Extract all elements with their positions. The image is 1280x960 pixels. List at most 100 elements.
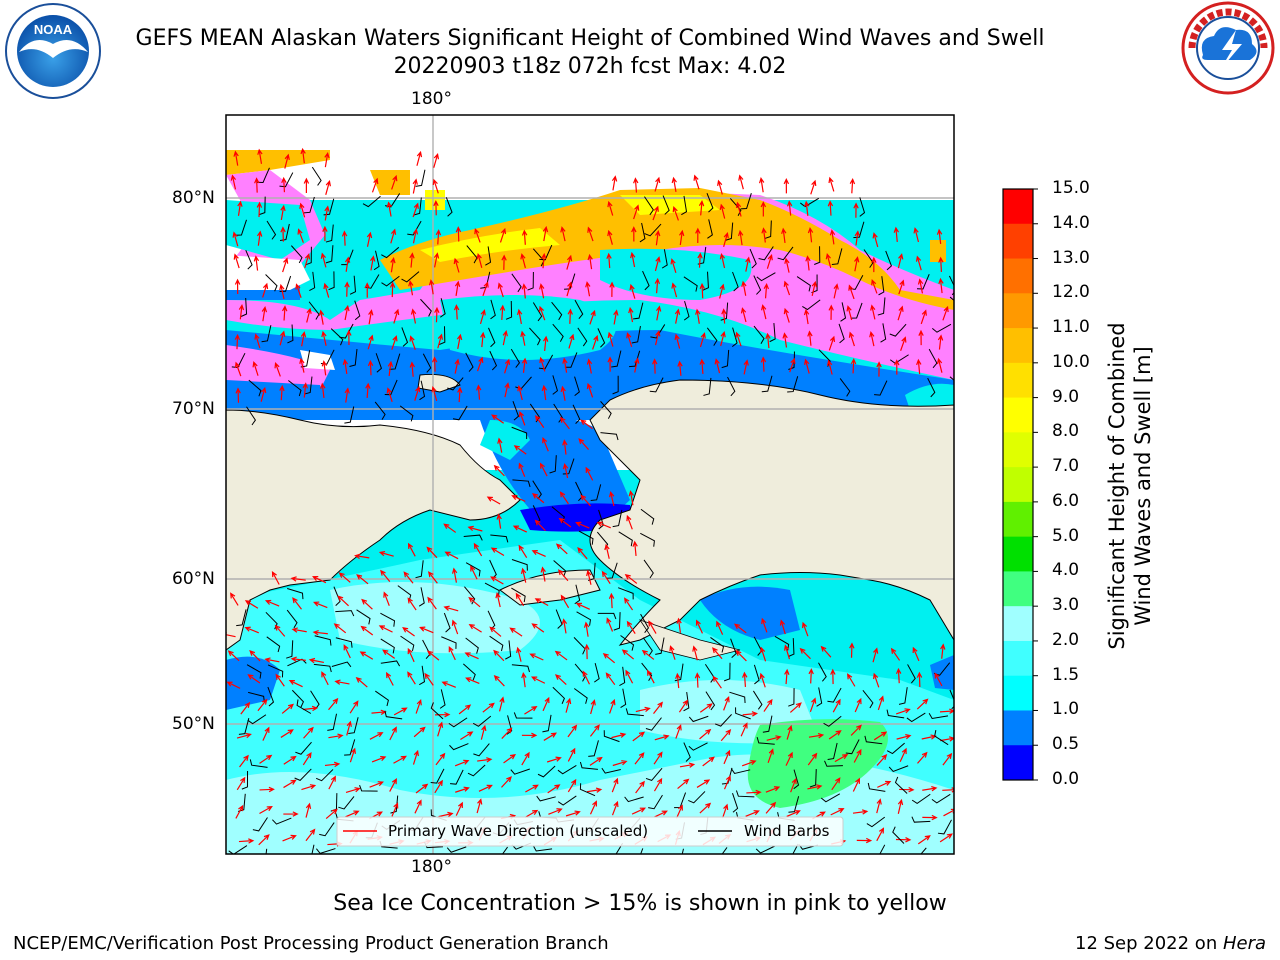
wave-direction-arrow	[631, 807, 647, 815]
wave-direction-arrow	[719, 252, 726, 269]
lon-label-bottom: 180°	[411, 857, 452, 877]
wind-barb	[249, 759, 268, 768]
wave-direction-arrow	[803, 308, 810, 325]
wind-barb	[236, 609, 247, 627]
wave-direction-arrow	[566, 254, 573, 270]
wave-direction-arrow	[284, 153, 290, 169]
wave-direction-arrow	[254, 177, 260, 193]
wave-direction-arrow	[490, 547, 505, 557]
wind-barb	[907, 664, 916, 684]
wave-direction-arrow	[608, 592, 615, 609]
wave-direction-arrow	[720, 331, 726, 347]
wave-direction-arrow	[282, 834, 297, 842]
wave-direction-arrow	[281, 703, 295, 714]
wave-direction-arrow	[697, 252, 703, 268]
wave-direction-arrow	[454, 759, 470, 767]
wind-barb	[777, 246, 794, 261]
wind-barb	[723, 662, 731, 682]
wave-direction-arrow	[343, 644, 351, 659]
wave-direction-arrow	[476, 356, 484, 372]
wave-direction-arrow	[692, 645, 698, 661]
wave-direction-arrow	[586, 358, 593, 374]
colorbar-tick-label: 14.0	[1052, 212, 1090, 233]
wave-direction-arrow	[583, 621, 590, 637]
wind-barb	[725, 222, 734, 241]
wave-direction-arrow	[674, 308, 681, 324]
wind-barb	[308, 301, 320, 320]
wave-direction-arrow	[675, 672, 681, 689]
wind-barb	[649, 377, 664, 393]
wave-direction-arrow	[559, 416, 570, 430]
wave-direction-arrow	[809, 697, 817, 713]
wave-direction-arrow	[369, 732, 384, 740]
wave-direction-arrow	[916, 671, 923, 688]
wave-direction-arrow	[349, 700, 359, 714]
colorbar-tick-label: 10.0	[1052, 351, 1090, 372]
wind-barb	[267, 686, 275, 707]
wave-direction-arrow	[344, 281, 350, 297]
wave-direction-arrow	[308, 657, 325, 664]
wave-direction-arrow	[497, 282, 504, 298]
wave-direction-arrow	[783, 280, 791, 296]
wave-direction-arrow	[742, 711, 758, 717]
wave-direction-arrow	[415, 699, 422, 714]
wind-barb	[620, 635, 635, 651]
wave-direction-arrow	[501, 254, 507, 270]
wave-direction-arrow	[324, 761, 341, 768]
wave-direction-arrow	[344, 256, 351, 272]
wave-direction-arrow	[521, 357, 528, 373]
wave-direction-arrow	[424, 672, 434, 686]
wave-direction-arrow	[558, 517, 572, 528]
wave-direction-arrow	[562, 357, 568, 373]
wave-direction-arrow	[387, 360, 394, 377]
wind-barb	[932, 323, 952, 333]
wave-direction-arrow	[626, 620, 636, 634]
wind-barb	[824, 760, 843, 767]
wave-direction-arrow	[723, 749, 731, 765]
wave-direction-arrow	[303, 177, 310, 193]
wave-direction-arrow	[386, 671, 394, 686]
wave-direction-arrow	[846, 305, 853, 321]
wind-barb	[291, 689, 305, 708]
wave-direction-arrow	[235, 387, 241, 403]
wave-direction-arrow	[677, 360, 683, 376]
wave-direction-arrow	[498, 696, 505, 712]
wind-barb	[362, 195, 381, 208]
wave-direction-arrow	[233, 253, 240, 269]
wave-direction-arrow	[743, 359, 749, 375]
wind-barb	[354, 300, 361, 321]
sea-ice-note: Sea Ice Concentration > 15% is shown in …	[333, 891, 947, 916]
wind-barb	[639, 222, 646, 243]
wave-direction-arrow	[848, 331, 855, 347]
colorbar-tick-label: 1.0	[1052, 699, 1080, 720]
wave-direction-arrow	[493, 464, 505, 477]
wind-barb	[384, 710, 403, 720]
wind-barb	[645, 717, 662, 731]
wave-direction-arrow	[320, 382, 326, 398]
wave-direction-arrow	[589, 756, 603, 766]
wave-direction-arrow	[262, 726, 270, 741]
wave-direction-arrow	[515, 592, 525, 607]
wind-barb	[430, 702, 444, 720]
wind-barb	[761, 375, 773, 393]
colorbar-tick-label: 4.0	[1052, 560, 1080, 581]
wave-direction-arrow	[628, 490, 634, 506]
wind-barb	[511, 664, 530, 673]
wave-direction-arrow	[226, 681, 241, 689]
wave-direction-arrow	[451, 567, 458, 583]
wind-barb	[727, 376, 736, 397]
wind-barb	[413, 197, 422, 216]
wave-direction-arrow	[876, 827, 885, 842]
wave-direction-arrow	[378, 550, 394, 557]
wave-direction-arrow	[679, 229, 685, 246]
wave-direction-arrow	[390, 257, 396, 273]
wave-direction-arrow	[455, 226, 462, 242]
wave-direction-arrow	[936, 228, 943, 244]
wave-direction-arrow	[784, 257, 790, 273]
wind-barb	[430, 768, 445, 784]
wave-direction-arrow	[799, 647, 811, 660]
wind-barb	[574, 299, 584, 320]
wave-direction-arrow	[820, 645, 832, 658]
colorbar-label-line-1: Significant Height of Combined	[1105, 322, 1129, 650]
wave-direction-arrow	[389, 281, 396, 298]
